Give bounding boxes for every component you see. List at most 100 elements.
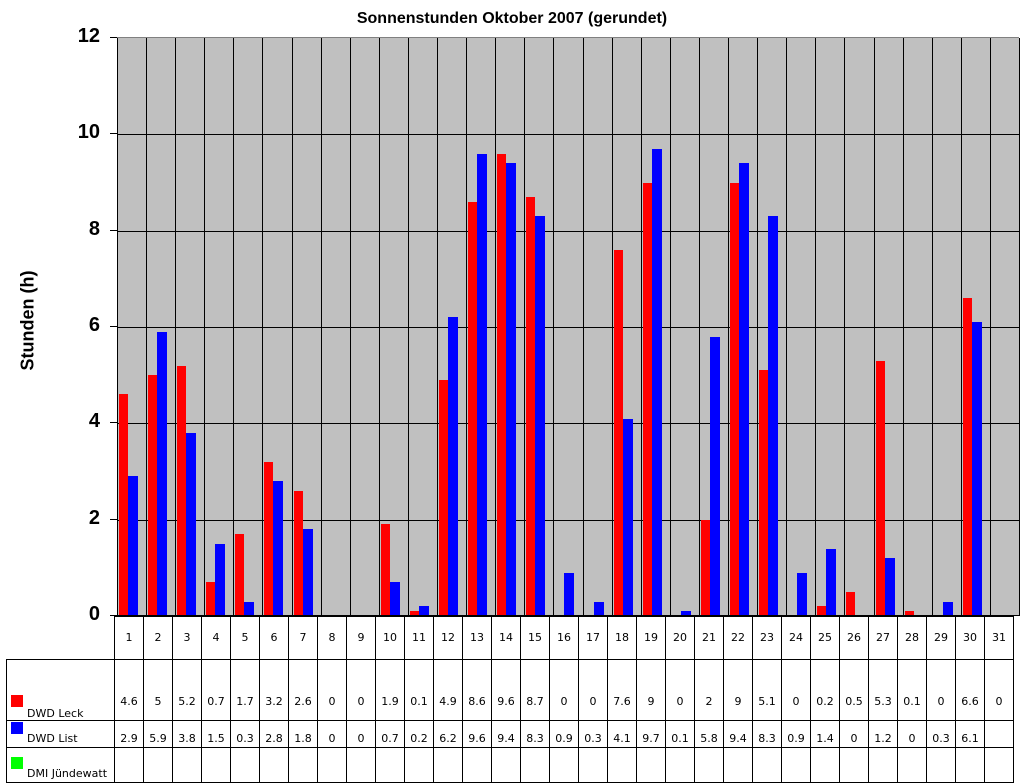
table-cell	[868, 746, 898, 783]
table-cell: 0.9	[549, 719, 579, 748]
bar-dwd-list	[564, 572, 575, 616]
bar-dwd-leck	[526, 196, 536, 616]
table-cell: 9.4	[491, 719, 521, 748]
table-cell: 8.7	[520, 658, 550, 721]
bar-dwd-list	[768, 216, 779, 616]
table-cell: 6.2	[433, 719, 463, 748]
table-cell: 0.2	[404, 719, 434, 748]
bar-dwd-leck	[148, 375, 158, 616]
bar-dwd-list	[535, 216, 546, 616]
bar-dwd-leck	[235, 534, 245, 616]
legend-label: DWD List	[27, 731, 78, 745]
table-cell: 2.8	[259, 719, 289, 748]
gridline-vertical	[583, 38, 584, 616]
bar-dwd-leck	[119, 394, 128, 616]
table-cell: 9	[636, 658, 666, 721]
table-cell	[955, 746, 985, 783]
table-row: DWD List 2.9 5.9 3.8 1.5 0.3 2.8 1.8 0 0 0.7 0.2 6.2…	[6, 719, 1014, 748]
category-label: 29	[926, 616, 956, 660]
category-label: 16	[549, 616, 579, 660]
bar-dwd-list	[244, 601, 255, 616]
table-cell	[404, 746, 434, 783]
y-tick-mark	[110, 518, 117, 520]
category-label: 23	[752, 616, 782, 660]
bar-dwd-list	[797, 572, 808, 616]
gridline-horizontal	[117, 134, 1019, 136]
category-label: 25	[810, 616, 840, 660]
category-label: 15	[520, 616, 550, 660]
bar-dwd-leck	[613, 249, 623, 616]
table-cell: 0.3	[926, 719, 956, 748]
table-cell: 5.3	[868, 658, 898, 721]
table-cell: 0.3	[230, 719, 260, 748]
table-cell	[694, 746, 724, 783]
table-cell: 0.9	[781, 719, 811, 748]
bar-dwd-list	[826, 548, 837, 616]
y-tick-mark	[110, 326, 117, 327]
table-cell: 0	[839, 719, 869, 748]
category-label: 11	[404, 616, 434, 660]
gridline-vertical	[292, 38, 293, 616]
table-cell: 0.3	[578, 719, 608, 748]
gridline-vertical	[670, 38, 671, 616]
bar-dwd-list	[418, 606, 429, 616]
table-cell: 0.2	[810, 658, 840, 721]
table-cell: 5.8	[694, 719, 724, 748]
bar-dwd-list	[651, 148, 662, 616]
table-cell	[317, 746, 347, 783]
gridline-vertical	[932, 38, 933, 616]
gridline-vertical	[757, 38, 758, 616]
bar-dwd-list	[477, 153, 488, 616]
table-row: DWD Leck 4.6 5 5.2 0.7 1.7 3.2 2.6 0 0 1.9 0.1 4.9 8.…	[6, 658, 1014, 721]
bar-dwd-leck	[293, 490, 303, 616]
table-cell	[346, 746, 376, 783]
category-label: 10	[375, 616, 405, 660]
category-label: 20	[665, 616, 695, 660]
table-cell	[984, 746, 1014, 783]
table-cell	[462, 746, 492, 783]
bar-dwd-list	[506, 163, 517, 616]
category-label: 17	[578, 616, 608, 660]
table-cell: 0	[984, 658, 1014, 721]
category-label: 13	[462, 616, 492, 660]
category-label: 18	[607, 616, 637, 660]
y-tick-label: 8	[88, 217, 100, 240]
bar-dwd-leck	[177, 365, 187, 616]
bar-dwd-leck	[904, 611, 914, 616]
bar-dwd-list	[302, 529, 313, 616]
table-cell	[607, 746, 637, 783]
table-cell	[578, 746, 608, 783]
y-tick-label: 4	[88, 410, 100, 433]
table-cell: 0	[665, 658, 695, 721]
gridline-horizontal	[117, 423, 1019, 425]
category-label: 19	[636, 616, 666, 660]
table-cell: 0	[781, 658, 811, 721]
gridline-vertical	[117, 38, 118, 616]
category-label: 28	[897, 616, 927, 660]
table-cell: 8.6	[462, 658, 492, 721]
gridline-vertical	[175, 38, 176, 616]
table-cell: 1.2	[868, 719, 898, 748]
category-label: 30	[955, 616, 985, 660]
gridline-vertical	[437, 38, 438, 616]
bar-dwd-leck	[409, 611, 419, 616]
gridline-vertical	[844, 38, 845, 616]
category-label: 6	[259, 616, 289, 660]
table-cell: 9	[723, 658, 753, 721]
table-cell	[491, 746, 521, 783]
y-tick-label: 6	[88, 314, 100, 336]
bar-dwd-list	[971, 322, 982, 616]
chart-title: Sonnenstunden Oktober 2007 (gerundet)	[356, 10, 668, 27]
gridline-vertical	[262, 38, 263, 616]
bar-dwd-leck	[206, 582, 216, 616]
category-label: 5	[230, 616, 260, 660]
gridline-horizontal	[117, 519, 1019, 521]
gridline-vertical	[903, 38, 904, 616]
table-cell	[752, 746, 782, 783]
legend-label: DWD Leck	[27, 706, 84, 720]
table-cell	[810, 746, 840, 783]
bar-dwd-list	[157, 331, 168, 616]
table-cell	[143, 746, 173, 783]
table-cell: 0	[549, 658, 579, 721]
gridline-vertical	[524, 38, 525, 616]
